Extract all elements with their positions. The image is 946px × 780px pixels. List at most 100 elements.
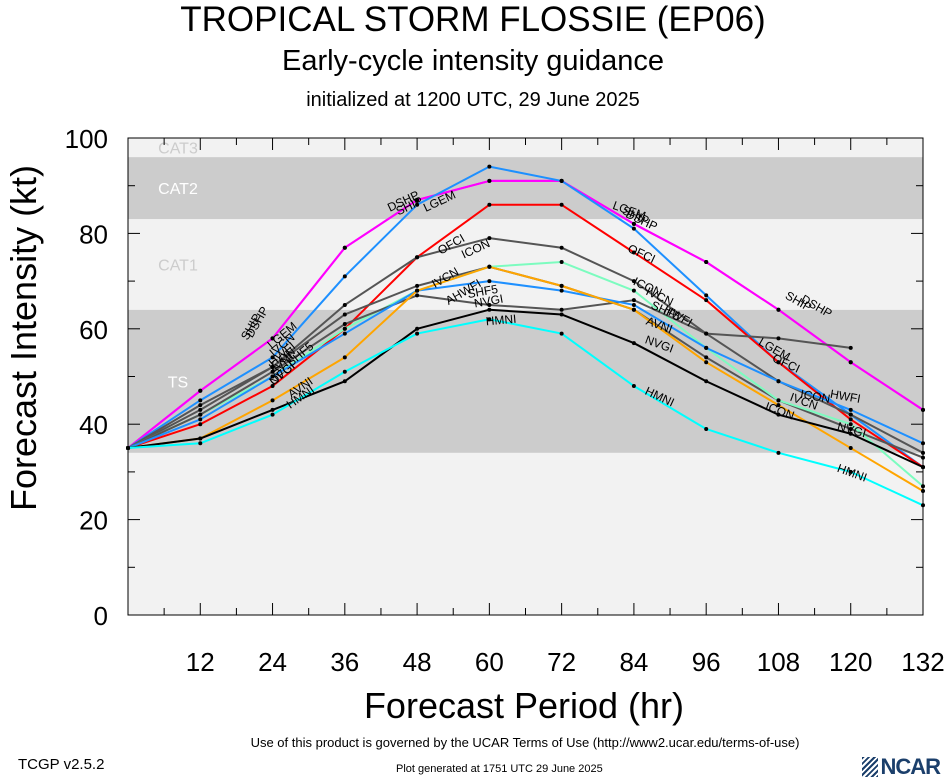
data-point xyxy=(270,407,275,412)
data-point xyxy=(415,283,420,288)
data-point xyxy=(631,384,636,389)
data-point xyxy=(270,384,275,389)
data-point xyxy=(198,388,203,393)
generated-time: Plot generated at 1751 UTC 29 June 2025 xyxy=(396,763,603,775)
data-point xyxy=(921,450,925,455)
data-point xyxy=(631,307,636,312)
data-point xyxy=(704,293,709,298)
series-label-shf5: SHF5 xyxy=(466,282,499,301)
x-axis-label: Forecast Period (hr) xyxy=(364,685,684,726)
data-point xyxy=(342,274,347,279)
y-tick-label: 100 xyxy=(65,124,108,154)
data-point xyxy=(415,198,420,203)
y-tick-label: 60 xyxy=(79,315,108,345)
y-axis-label: Forecast Intensity (kt) xyxy=(3,165,44,511)
data-point xyxy=(487,302,492,307)
series-line-ahwfi xyxy=(127,280,924,449)
data-point xyxy=(921,455,925,460)
data-point xyxy=(631,302,636,307)
series-line-hmni xyxy=(127,318,924,507)
data-point xyxy=(126,446,130,451)
data-point xyxy=(342,331,347,336)
data-point xyxy=(487,178,492,183)
data-point xyxy=(198,403,203,408)
y-tick-label: 40 xyxy=(79,410,108,440)
series-line-nvgi xyxy=(127,308,924,469)
series-label-hwfi: HWFI xyxy=(829,387,862,406)
data-point xyxy=(631,226,636,231)
data-point xyxy=(198,441,203,446)
data-point xyxy=(631,288,636,293)
data-point xyxy=(848,422,853,427)
data-point xyxy=(848,446,853,451)
data-point xyxy=(921,465,925,470)
band-label-cat3: CAT3 xyxy=(158,141,198,158)
data-point xyxy=(342,379,347,384)
data-point xyxy=(198,417,203,422)
data-point xyxy=(198,422,203,427)
ncar-logo-icon xyxy=(862,757,879,777)
data-point xyxy=(559,312,564,317)
y-tick-label: 20 xyxy=(79,506,108,536)
series-label-nvgi: NVGI xyxy=(473,292,504,311)
data-point xyxy=(848,345,853,350)
data-point xyxy=(704,260,709,265)
data-point xyxy=(270,364,275,369)
x-tick-label: 72 xyxy=(547,647,576,677)
data-point xyxy=(631,250,636,255)
data-point xyxy=(198,398,203,403)
x-tick-label: 12 xyxy=(186,647,215,677)
data-point xyxy=(559,202,564,207)
data-point xyxy=(415,326,420,331)
band-ts xyxy=(128,309,923,453)
data-point xyxy=(487,264,492,269)
data-point xyxy=(848,417,853,422)
y-tick-label: 0 xyxy=(94,601,108,631)
data-point xyxy=(921,484,925,489)
band-below-ts xyxy=(128,452,923,615)
data-point xyxy=(559,331,564,336)
data-point xyxy=(342,369,347,374)
ncar-logo-text: NCAR xyxy=(880,754,941,779)
x-tick-label: 120 xyxy=(829,647,872,677)
chart-axes xyxy=(127,137,924,616)
series-line-ofci xyxy=(127,203,924,468)
data-point xyxy=(270,369,275,374)
chart-title: TROPICAL STORM FLOSSIE (EP06) xyxy=(180,0,766,39)
data-point xyxy=(848,360,853,365)
data-point xyxy=(342,326,347,331)
series-points xyxy=(126,164,925,508)
series-label-icon: ICON xyxy=(799,387,831,406)
data-point xyxy=(559,260,564,265)
data-point xyxy=(487,236,492,241)
data-point xyxy=(559,283,564,288)
plot-frame xyxy=(127,137,924,616)
x-tick-label: 36 xyxy=(330,647,359,677)
data-point xyxy=(415,202,420,207)
x-tick-label: 84 xyxy=(619,647,648,677)
data-point xyxy=(342,322,347,327)
x-tick-label: 60 xyxy=(475,647,504,677)
data-point xyxy=(848,426,853,431)
data-point xyxy=(776,360,781,365)
data-point xyxy=(270,412,275,417)
data-point xyxy=(415,331,420,336)
data-point xyxy=(198,412,203,417)
data-point xyxy=(921,503,925,508)
data-point xyxy=(704,426,709,431)
data-point xyxy=(704,379,709,384)
ncar-logo: NCAR xyxy=(862,754,941,780)
data-point xyxy=(776,398,781,403)
data-point xyxy=(270,398,275,403)
data-point xyxy=(704,360,709,365)
data-point xyxy=(270,374,275,379)
band-label-cat1: CAT1 xyxy=(158,257,198,274)
data-point xyxy=(631,221,636,226)
data-point xyxy=(631,298,636,303)
data-point xyxy=(559,245,564,250)
series-label-hmni: HMNI xyxy=(485,312,517,329)
data-point xyxy=(631,279,636,284)
x-tick-label: 108 xyxy=(757,647,800,677)
series-line-avni xyxy=(127,265,924,492)
